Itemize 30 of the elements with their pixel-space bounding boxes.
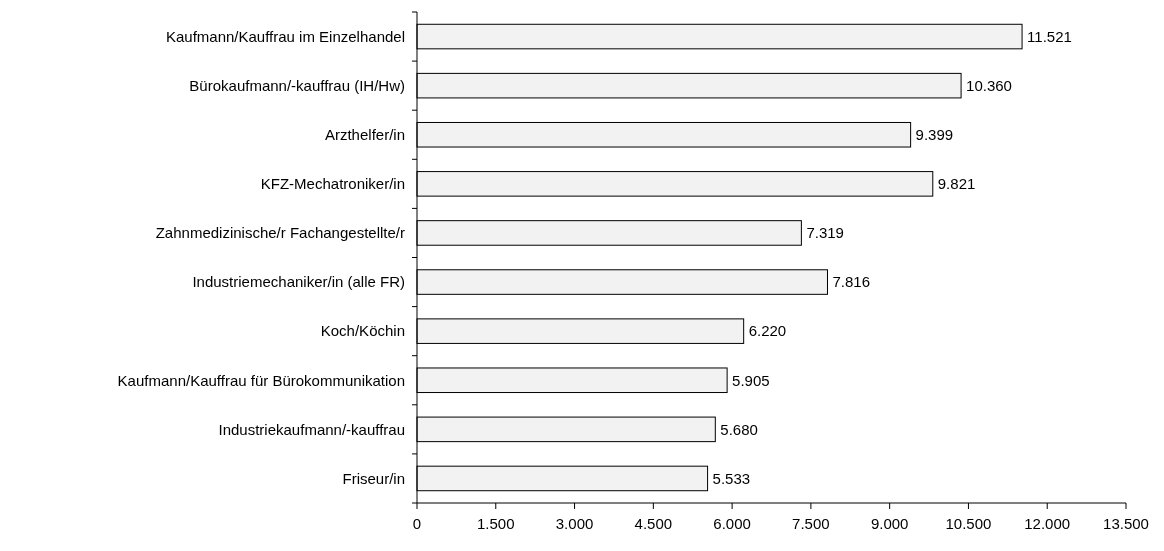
x-tick-label: 7.500: [792, 515, 830, 532]
data-label: 10.360: [966, 76, 1012, 94]
y-tick-label: Koch/Köchin: [320, 322, 405, 340]
data-label: 9.821: [937, 175, 976, 193]
data-label: 7.816: [832, 273, 871, 291]
x-tick-label: 9.000: [870, 515, 909, 532]
y-tick-label: Friseur/in: [342, 469, 405, 487]
data-label: 5.680: [720, 420, 758, 438]
y-tick-label: Industriemechaniker/in (alle FR): [192, 273, 405, 291]
data-label: 9.399: [915, 126, 954, 143]
y-tick-label: Zahnmedizinische/r Fachangestellte/r: [155, 224, 405, 242]
y-tick-label: Kaufmann/Kauffrau für Bürokommunikation: [117, 371, 405, 389]
y-tick-label: Bürokaufmann/-kauffrau (IH/Hw): [189, 76, 405, 94]
data-label: 5.533: [712, 469, 751, 487]
x-tick-label: 12.000: [1024, 515, 1071, 532]
y-tick-label: Industriekaufmann/-kauffrau: [218, 420, 405, 438]
x-tick-label: 6.000: [713, 515, 751, 532]
x-tick-label: 3.000: [555, 515, 594, 532]
y-tick-label: Kaufmann/Kauffrau im Einzelhandel: [165, 27, 405, 45]
y-tick-label: Arzthelfer/in: [324, 126, 405, 143]
x-tick-label: 13.500: [1103, 515, 1149, 532]
x-tick-label: 4.500: [634, 515, 673, 532]
data-label: 5.905: [732, 371, 770, 389]
x-tick-label: 0: [412, 515, 422, 532]
data-label: 6.220: [748, 322, 787, 340]
data-label: 11.521: [1027, 27, 1072, 45]
data-label: 7.319: [806, 224, 844, 242]
x-tick-label: 1.500: [477, 515, 515, 532]
x-tick-label: 10.500: [945, 515, 992, 532]
y-tick-label: KFZ-Mechatroniker/in: [260, 175, 405, 193]
